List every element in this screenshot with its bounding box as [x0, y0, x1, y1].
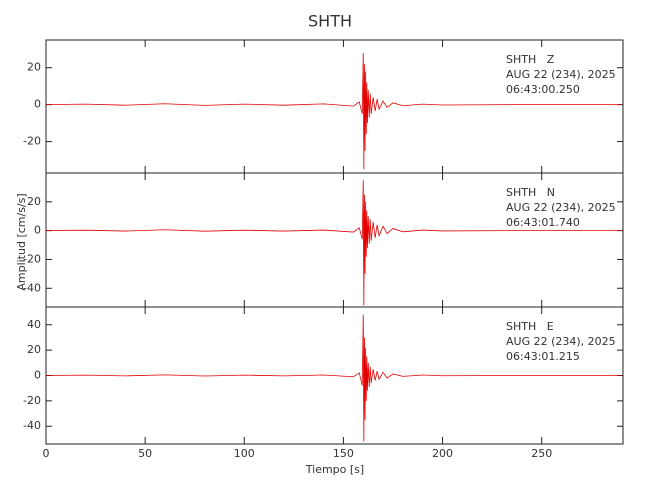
- x-tick-label: 200: [432, 447, 453, 460]
- annotation: SHTH N: [506, 186, 555, 199]
- y-tick-label: -40: [23, 419, 41, 432]
- y-tick-label: 20: [27, 343, 41, 356]
- y-tick-label: 0: [34, 369, 41, 382]
- y-tick-label: -20: [23, 394, 41, 407]
- y-axis-label: Amplitud [cm/s/s]: [15, 193, 28, 290]
- annotation: 06:43:01.740: [506, 216, 580, 229]
- x-tick-label: 150: [333, 447, 354, 460]
- y-tick-label: 0: [34, 98, 41, 111]
- annotation: 06:43:01.215: [506, 350, 580, 363]
- y-tick-label: -20: [23, 252, 41, 265]
- y-tick-label: 20: [27, 195, 41, 208]
- annotation: AUG 22 (234), 2025: [506, 201, 616, 214]
- waveform: [45, 180, 622, 306]
- waveform: [45, 314, 622, 442]
- x-tick-label: 100: [234, 447, 255, 460]
- annotation: 06:43:00.250: [506, 83, 580, 96]
- annotation: AUG 22 (234), 2025: [506, 68, 616, 81]
- annotation: SHTH E: [506, 320, 554, 333]
- x-tick-label: 250: [531, 447, 552, 460]
- chart-title: SHTH: [308, 12, 352, 31]
- y-tick-label: 40: [27, 318, 41, 331]
- y-tick-label: -40: [23, 281, 41, 294]
- y-tick-label: -20: [23, 135, 41, 148]
- annotation: SHTH Z: [506, 53, 555, 66]
- y-tick-label: 0: [34, 224, 41, 237]
- x-axis-label: Tiempo [s]: [305, 463, 364, 476]
- waveform: [45, 52, 622, 170]
- x-tick-label: 50: [138, 447, 152, 460]
- x-tick-label: 0: [43, 447, 50, 460]
- y-tick-label: 20: [27, 61, 41, 74]
- annotation: AUG 22 (234), 2025: [506, 335, 616, 348]
